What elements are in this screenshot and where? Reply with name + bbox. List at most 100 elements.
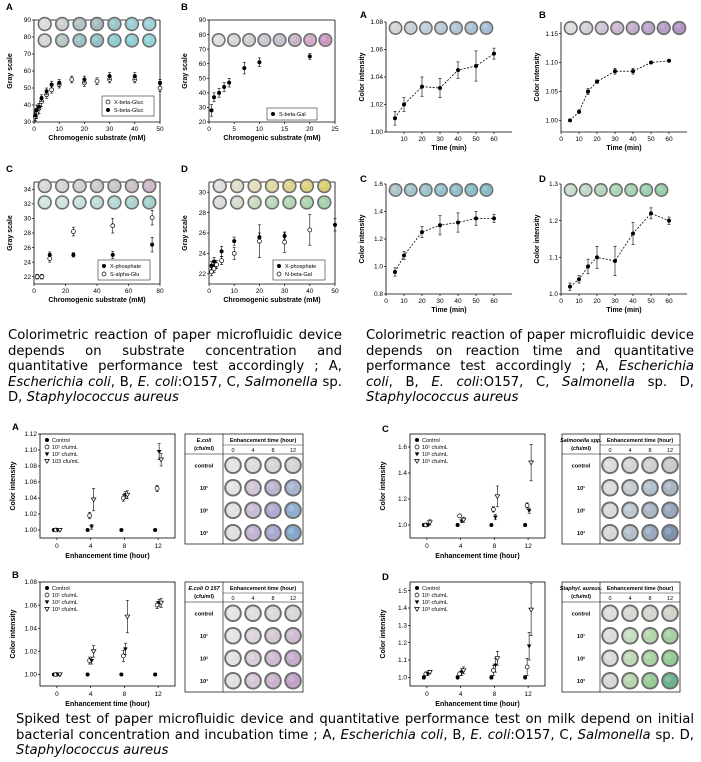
series-10³-cfu/mL [426,444,535,526]
data-point [523,523,528,527]
data-point [523,675,528,680]
data-point [494,656,501,662]
x-axis-label: Chromogenic substrate (mM) [223,135,320,142]
x-tick-label: 8 [493,543,497,550]
y-axis-label: Color intensity [380,461,387,510]
panel-label: D [382,572,389,583]
data-point [491,507,496,512]
color-spot [639,183,654,197]
x-tick-label: 20 [418,298,426,305]
legend-marker [44,607,50,612]
y-tick-label: 34 [24,186,32,193]
data-point [492,51,496,56]
color-spot [211,32,226,48]
x-tick-label: 12 [155,543,163,550]
legend-label: Control [422,586,440,592]
legend-label: Control [422,438,440,444]
x-tick-label: 60 [125,288,133,295]
color-spot [37,16,52,32]
panel-label: C [6,164,13,175]
y-tick-label: 90 [199,17,207,24]
caption-spiked: Spiked test of paper microfluidic device… [16,712,694,758]
x-tick-label: 30 [281,288,289,295]
y-tick-label: 30 [24,119,32,126]
plot-frame [39,581,176,687]
grid-frame [561,581,681,693]
x-tick-label: 10 [400,298,408,305]
x-tick-label: 8 [493,691,497,698]
data-point [493,663,498,668]
data-point [242,66,247,71]
chart-sub-A: A 0 10 20 30 40 50 30 40 50 60 70 80 90 Chromogenic su… [0,0,175,160]
chart-time-A: A 10 20 30 40 50 60 1.00 1.02 1.04 1.06 1.08 Time (m… [352,0,527,160]
legend-label: 10³ cfu/mL [52,607,78,613]
grid-row-label: 10² [577,507,585,514]
data-point [307,54,312,59]
grid-spot [661,649,679,668]
grid-spot [641,501,659,520]
grid-row-label: 10² [200,655,208,662]
grid-col-label: 12 [290,448,296,454]
color-spot [142,178,157,194]
data-point [154,486,160,491]
color-spot [388,21,403,35]
color-spot [625,20,640,36]
data-point [227,80,232,85]
grid-organism-label: E.coli O 157 [188,586,220,592]
y-tick-label: 1.0 [374,264,383,271]
color-spot [418,183,433,197]
data-point [217,90,222,95]
x-tick-label: 20 [306,126,314,133]
grid-spot [224,501,242,520]
data-point [586,264,590,269]
grid-spot [661,671,679,690]
x-tick-label: 60 [490,136,498,143]
x-tick-label: 10 [400,136,408,143]
series-line [569,60,670,121]
y-tick-label: 40 [199,90,207,97]
legend-label: 10¹ cfu/mL [422,593,448,599]
grid-col-label: 8 [271,448,274,454]
grid-col-label: 0 [608,596,611,602]
x-tick-label: 4 [459,543,463,550]
grid-col-label: 8 [271,596,274,602]
data-point [420,84,424,89]
color-spot [257,32,272,48]
grid-col-label: 0 [608,448,611,454]
x-tick-label: 20 [81,126,89,133]
x-tick-label: 80 [156,288,164,295]
color-spot [212,178,227,194]
grid-row-label: control [572,463,591,469]
x-axis-label: Time (min) [431,307,466,314]
grid-spot [284,604,302,623]
data-point [438,86,442,90]
color-spot [464,21,479,35]
data-point [568,118,572,123]
color-spot [672,20,687,36]
data-point [209,269,214,275]
grid-col-label: 8 [648,596,651,602]
legend-marker [44,592,50,598]
grid-col-label: 4 [251,596,254,602]
data-point [85,528,90,532]
color-spot [594,20,609,36]
grid-spot [284,671,302,690]
x-tick-label: 50 [647,298,655,305]
data-point [71,229,76,234]
grid-spot [224,626,242,645]
color-spot [72,195,87,210]
grid-row-label: 10³ [577,678,585,685]
grid-row-label: 10² [200,507,208,514]
y-tick-label: 1.12 [24,431,37,438]
color-spot [449,21,464,35]
color-spot [282,195,297,210]
y-tick-label: 1.06 [24,602,37,609]
legend-marker [414,592,420,598]
color-spot [226,32,241,48]
y-tick-label: 1.00 [24,527,37,534]
color-spot [563,20,578,36]
y-tick-label: 1.06 [24,479,37,486]
data-point [82,77,87,82]
legend-label: X-phosphate [110,264,141,270]
grid-spot [244,604,262,623]
